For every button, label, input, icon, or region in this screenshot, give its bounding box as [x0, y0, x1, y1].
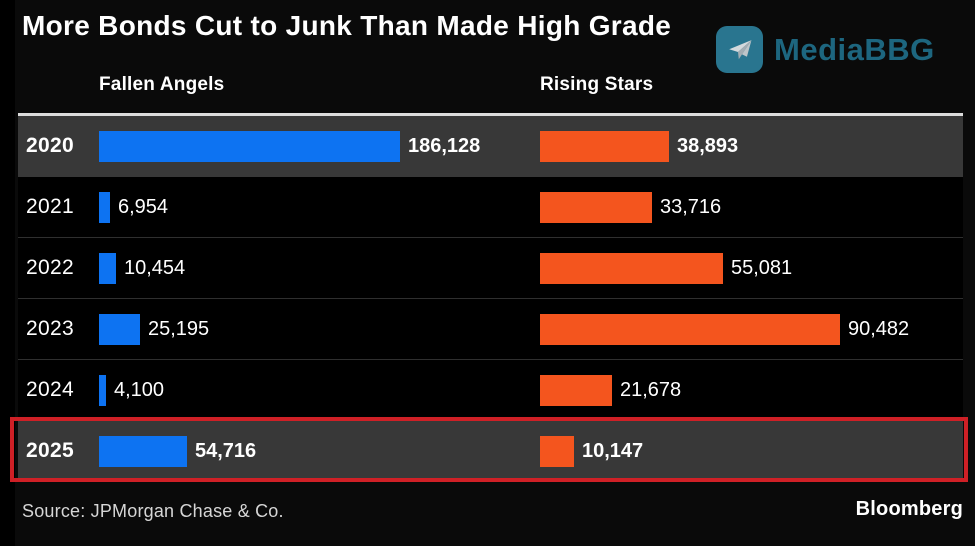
year-label: 2023: [26, 317, 74, 340]
bloomberg-logo: Bloomberg: [855, 498, 963, 520]
fallen-angels-bar: [99, 374, 106, 406]
column-header-fallen-angels: Fallen Angels: [99, 74, 225, 95]
table-row: 2025 54,716 10,147: [18, 421, 963, 481]
rising-stars-bar: [540, 313, 840, 345]
rising-stars-value: 21,678: [620, 378, 682, 401]
bar-table: 2020 186,128 38,893 2021 6,954 33,716 20…: [18, 113, 963, 481]
year-label: 2024: [26, 378, 74, 401]
rising-stars-cell: 90,482: [540, 313, 963, 345]
rising-stars-bar: [540, 435, 574, 467]
year-label: 2021: [26, 195, 74, 218]
rising-stars-bar: [540, 191, 652, 223]
table-row: 2021 6,954 33,716: [18, 177, 963, 238]
rising-stars-cell: 38,893: [540, 130, 963, 162]
column-headers: Fallen Angels Rising Stars: [18, 74, 963, 100]
rising-stars-value: 38,893: [677, 134, 739, 157]
rising-stars-value: 55,081: [731, 256, 793, 279]
fallen-angels-value: 10,454: [124, 256, 186, 279]
year-label: 2022: [26, 256, 74, 279]
fallen-angels-cell: 186,128: [99, 130, 540, 162]
rising-stars-value: 33,716: [660, 195, 722, 218]
rising-stars-cell: 21,678: [540, 374, 963, 406]
fallen-angels-cell: 4,100: [99, 374, 540, 406]
table-row: 2022 10,454 55,081: [18, 238, 963, 299]
rising-stars-cell: 10,147: [540, 435, 963, 467]
fallen-angels-bar: [99, 313, 140, 345]
mediabbg-watermark: MediaBBG: [716, 26, 935, 73]
year-label: 2020: [26, 134, 74, 157]
column-header-rising-stars: Rising Stars: [540, 74, 654, 95]
table-row: 2024 4,100 21,678: [18, 360, 963, 421]
fallen-angels-value: 25,195: [148, 317, 210, 340]
rising-stars-cell: 55,081: [540, 252, 963, 284]
fallen-angels-bar: [99, 252, 116, 284]
table-row: 2020 186,128 38,893: [18, 116, 963, 177]
rising-stars-bar: [540, 374, 612, 406]
table-row: 2023 25,195 90,482: [18, 299, 963, 360]
fallen-angels-cell: 25,195: [99, 313, 540, 345]
year-label: 2025: [26, 439, 74, 462]
left-edge-strip: [0, 0, 15, 546]
fallen-angels-value: 186,128: [408, 134, 481, 157]
fallen-angels-bar: [99, 435, 187, 467]
fallen-angels-cell: 6,954: [99, 191, 540, 223]
rising-stars-value: 90,482: [848, 317, 910, 340]
rising-stars-cell: 33,716: [540, 191, 963, 223]
fallen-angels-cell: 10,454: [99, 252, 540, 284]
fallen-angels-bar: [99, 191, 110, 223]
telegram-paper-plane-icon: [716, 26, 763, 73]
fallen-angels-bar: [99, 130, 400, 162]
source-note: Source: JPMorgan Chase & Co.: [22, 501, 284, 521]
fallen-angels-value: 54,716: [195, 439, 257, 462]
rising-stars-value: 10,147: [582, 439, 644, 462]
rising-stars-bar: [540, 130, 669, 162]
chart-title: More Bonds Cut to Junk Than Made High Gr…: [22, 10, 672, 41]
fallen-angels-cell: 54,716: [99, 435, 540, 467]
fallen-angels-value: 4,100: [114, 378, 165, 401]
fallen-angels-value: 6,954: [118, 195, 169, 218]
rising-stars-bar: [540, 252, 723, 284]
watermark-label: MediaBBG: [774, 31, 935, 67]
